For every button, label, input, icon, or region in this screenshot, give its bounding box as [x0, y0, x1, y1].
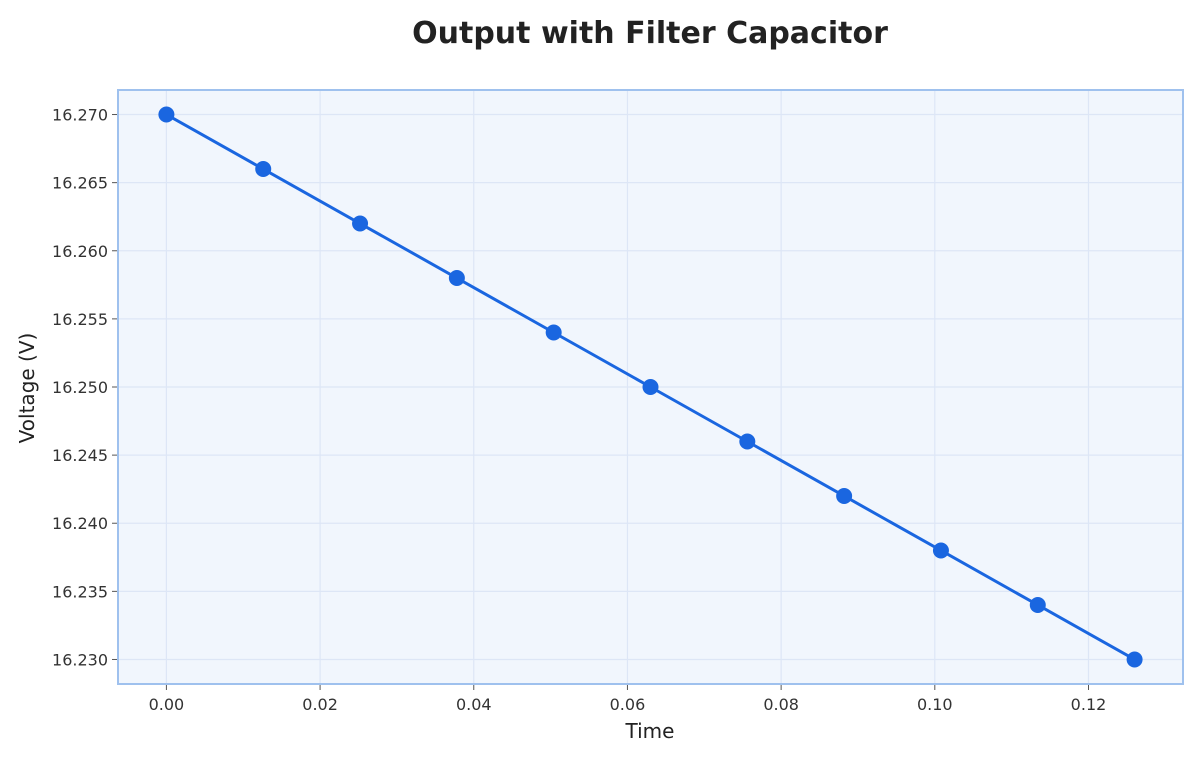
- y-tick-label: 16.245: [52, 446, 108, 465]
- x-axis-ticks: 0.00 0.02 0.04 0.06 0.08 0.10 0.12: [149, 684, 1107, 714]
- data-point: [545, 324, 562, 341]
- y-tick-label: 16.250: [52, 378, 108, 397]
- data-point: [158, 106, 175, 123]
- y-tick-label: 16.255: [52, 310, 108, 329]
- data-point: [739, 433, 756, 450]
- y-tick-label: 16.265: [52, 174, 108, 193]
- data-point: [642, 379, 659, 395]
- x-tick-label: 0.06: [610, 695, 646, 714]
- plot-border: [117, 89, 1184, 685]
- x-tick-label: 0.04: [456, 695, 492, 714]
- data-point: [448, 270, 465, 287]
- data-point: [1029, 596, 1046, 613]
- data-point: [352, 215, 369, 232]
- chart-title: Output with Filter Capacitor: [412, 16, 888, 51]
- x-tick-label: 0.12: [1071, 695, 1107, 714]
- y-tick-label: 16.270: [52, 106, 108, 125]
- x-tick-label: 0.02: [302, 695, 338, 714]
- data-point: [1126, 651, 1143, 668]
- y-axis-label: Voltage (V): [15, 333, 39, 444]
- y-tick-label: 16.230: [52, 650, 108, 669]
- y-axis-ticks: 16.230 16.235 16.240 16.245 16.250 16.255 16.2…: [52, 106, 118, 669]
- data-point: [932, 542, 949, 559]
- data-point: [836, 487, 853, 504]
- x-tick-label: 0.10: [917, 695, 953, 714]
- x-axis-label: Time: [625, 719, 675, 743]
- data-point: [255, 161, 272, 178]
- y-tick-label: 16.235: [52, 582, 108, 601]
- x-tick-label: 0.08: [763, 695, 799, 714]
- x-tick-label: 0.00: [149, 695, 185, 714]
- y-tick-label: 16.260: [52, 242, 108, 261]
- y-tick-label: 16.240: [52, 514, 108, 533]
- data-series: [158, 106, 1143, 668]
